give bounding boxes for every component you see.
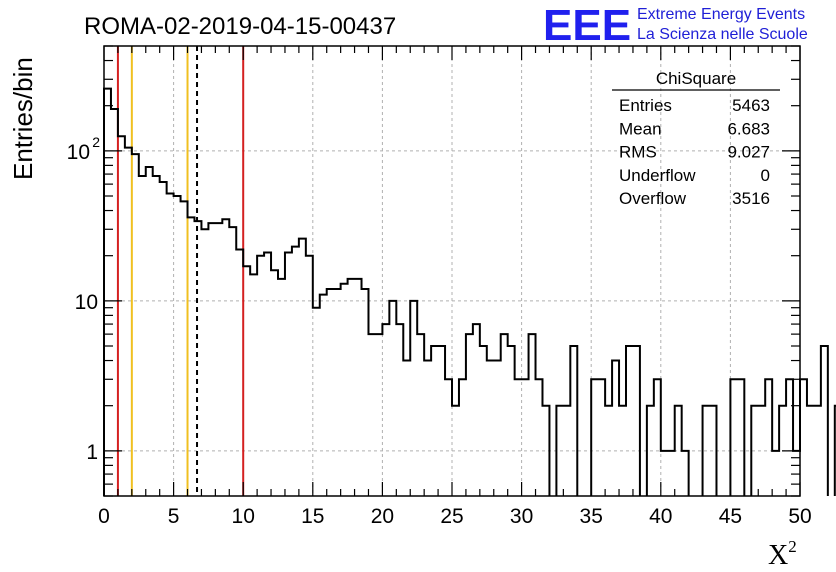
x-tick-label: 40 <box>649 505 672 528</box>
y-tick-label: 10 <box>67 141 90 164</box>
y-tick-label: 1 <box>86 441 98 464</box>
logo-mark: EEE <box>543 1 631 50</box>
x-tick-label: 5 <box>168 505 180 528</box>
stats-row-label: RMS <box>619 143 657 162</box>
stats-row-value: 9.027 <box>727 143 770 162</box>
x-tick-label: 50 <box>788 505 811 528</box>
chart-title: ROMA-02-2019-04-15-00437 <box>84 13 396 40</box>
grid <box>104 46 800 496</box>
x-tick-label: 0 <box>98 505 110 528</box>
x-axis: 0 5 10 15 20 25 30 35 40 45 50 <box>98 46 812 528</box>
y-axis-label: Entries/bin <box>8 57 38 180</box>
stats-box: ChiSquare Entries 5463 Mean 6.683 RMS 9.027 Und… <box>612 69 780 208</box>
eee-logo: EEE Extreme Energy Events La Scienza nel… <box>543 1 808 50</box>
x-tick-label: 10 <box>232 505 255 528</box>
x-tick-label: 20 <box>371 505 394 528</box>
x-tick-label: 15 <box>301 505 324 528</box>
stats-row-label: Overflow <box>619 189 687 208</box>
logo-line-1: Extreme Energy Events <box>637 6 805 23</box>
x-axis-label-superscript: 2 <box>788 537 797 556</box>
y-tick-label-superscript: 2 <box>92 134 100 150</box>
logo-line-2: La Scienza nelle Scuole <box>637 26 808 43</box>
x-tick-label: 30 <box>510 505 533 528</box>
x-axis-label: X2 <box>768 537 797 571</box>
stats-row-label: Entries <box>619 96 672 115</box>
x-tick-label: 25 <box>440 505 463 528</box>
stats-row-value: 6.683 <box>727 119 770 138</box>
stats-title: ChiSquare <box>656 69 736 88</box>
x-axis-label-base: X <box>768 540 788 571</box>
histogram-series <box>103 87 836 496</box>
stats-row-value: 3516 <box>732 189 770 208</box>
x-tick-label: 35 <box>580 505 603 528</box>
histogram-line <box>103 87 836 496</box>
reference-lines <box>116 46 245 496</box>
stats-row-label: Mean <box>619 119 662 138</box>
x-tick-label: 45 <box>719 505 742 528</box>
stats-row-value: 0 <box>761 166 770 185</box>
stats-row-label: Underflow <box>619 166 696 185</box>
stats-row-value: 5463 <box>732 96 770 115</box>
y-tick-label: 10 <box>75 291 98 314</box>
